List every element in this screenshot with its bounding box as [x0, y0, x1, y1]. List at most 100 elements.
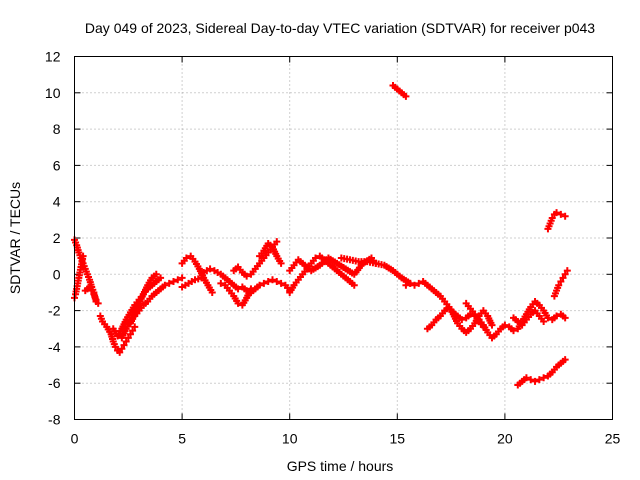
- series-arc-b: [71, 252, 87, 302]
- x-tick-label: 5: [178, 431, 186, 447]
- y-tick-label: 12: [45, 49, 61, 65]
- series-arc-w: [544, 209, 569, 233]
- data-point: [555, 281, 563, 289]
- plot-frame: [74, 56, 613, 420]
- data-point: [131, 323, 139, 331]
- y-axis-label: SDTVAR / TECUs: [7, 182, 23, 294]
- series-arc-x: [550, 267, 571, 300]
- y-tick-label: 6: [53, 157, 61, 173]
- y-tick-labels: -8 -6 -4 -2 0 2 4 6 8 10 12: [45, 49, 61, 428]
- data-point: [182, 254, 190, 262]
- chart-title: Day 049 of 2023, Sidereal Day-to-day VTE…: [85, 20, 595, 36]
- data-point: [152, 270, 160, 278]
- data-point: [268, 276, 276, 284]
- data-point: [122, 337, 130, 345]
- data-point: [406, 279, 414, 287]
- x-tick-label: 25: [605, 431, 621, 447]
- data-point: [312, 254, 320, 262]
- y-tick-label: 8: [53, 121, 61, 137]
- data-point: [277, 259, 285, 267]
- data-point: [561, 212, 569, 220]
- series-arc-d: [96, 312, 139, 356]
- data-point: [531, 377, 539, 385]
- data-point: [548, 214, 556, 222]
- data-point: [553, 312, 561, 320]
- data-point: [273, 278, 281, 286]
- series-arc-a: [71, 236, 100, 306]
- series-arc-m: [256, 239, 285, 267]
- data-point: [415, 279, 423, 287]
- data-point: [501, 321, 509, 329]
- data-point: [79, 252, 87, 260]
- data-point: [522, 374, 530, 382]
- data-point: [277, 279, 285, 287]
- data-point: [256, 281, 264, 289]
- y-tick-label: 2: [53, 230, 61, 246]
- x-tick-label: 0: [71, 431, 79, 447]
- data-point: [118, 345, 126, 353]
- x-tick-label: 20: [497, 431, 513, 447]
- data-point: [561, 270, 569, 278]
- data-point: [111, 343, 119, 351]
- y-tick-label: -8: [48, 412, 61, 428]
- y-tick-label: -2: [48, 303, 61, 319]
- data-point: [206, 265, 214, 273]
- data-point: [129, 327, 137, 335]
- data-point: [94, 299, 102, 307]
- data-point: [178, 274, 186, 282]
- data-point: [157, 274, 165, 282]
- series-arc-q: [389, 82, 410, 100]
- x-tick-labels: 0 5 10 15 20 25: [71, 431, 621, 447]
- data-point: [247, 285, 255, 293]
- data-point: [350, 281, 358, 289]
- data-point: [510, 327, 518, 335]
- series-arc-i: [178, 265, 214, 291]
- data-point: [234, 285, 242, 293]
- data-point: [557, 210, 565, 218]
- data-point: [402, 281, 410, 289]
- y-tick-label: 10: [45, 85, 61, 101]
- data-point: [540, 317, 548, 325]
- data-point: [124, 334, 132, 342]
- data-point: [116, 348, 124, 356]
- data-point: [169, 278, 177, 286]
- data-point: [88, 287, 96, 295]
- y-tick-label: 4: [53, 194, 61, 210]
- data-point: [264, 278, 272, 286]
- data-point: [86, 283, 94, 291]
- data-point: [561, 356, 569, 364]
- data-point: [208, 288, 216, 296]
- series-arc-c: [81, 283, 102, 307]
- data-point: [273, 238, 281, 246]
- data-point: [120, 341, 128, 349]
- data-point: [161, 281, 169, 289]
- series-arc-u: [510, 307, 548, 329]
- data-point: [402, 92, 410, 100]
- data-point: [92, 296, 100, 304]
- data-point: [411, 281, 419, 289]
- data-point: [217, 279, 225, 287]
- x-tick-label: 15: [390, 431, 406, 447]
- data-point: [559, 274, 567, 282]
- series-arc-h: [178, 252, 216, 296]
- data-points: [71, 82, 571, 389]
- data-point: [563, 267, 571, 275]
- series-arc-p: [337, 254, 414, 287]
- y-tick-label: -6: [48, 375, 61, 391]
- data-point: [243, 272, 251, 280]
- series-arc-n: [286, 252, 358, 296]
- data-point: [561, 314, 569, 322]
- data-point: [458, 316, 466, 324]
- x-axis-label: GPS time / hours: [287, 458, 394, 474]
- data-point: [544, 314, 552, 322]
- data-point: [540, 374, 548, 382]
- data-point: [557, 278, 565, 286]
- data-point: [260, 279, 268, 287]
- data-point: [553, 209, 561, 217]
- x-tick-label: 10: [282, 431, 298, 447]
- data-point: [527, 376, 535, 384]
- series-arc-g: [126, 270, 160, 327]
- y-tick-label: 0: [53, 266, 61, 282]
- series-arc-v: [514, 356, 569, 389]
